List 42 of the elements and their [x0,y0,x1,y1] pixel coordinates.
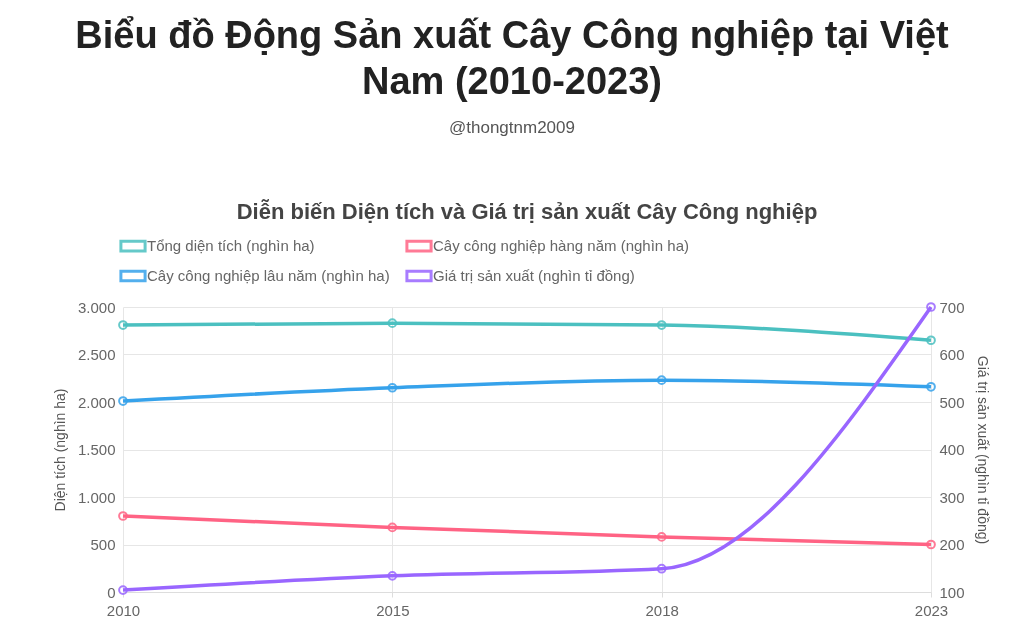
point [387,522,398,533]
point [926,335,936,346]
point [656,375,667,386]
x-tick-label: 2023 [914,601,949,619]
legend-label: Tổng diện tích (nghìn ha) [147,237,315,255]
y-tick-label: 2.000 [77,393,116,411]
legend-label: Cây công nghiệp hàng năm (nghìn ha) [433,237,690,255]
y-tick-label: 500 [90,536,116,553]
point [118,320,128,330]
y2-axis-title: Giá trị sản xuất (nghìn tỉ đồng) [974,355,991,545]
y-tick-label: 1.000 [77,488,116,506]
point [926,381,936,392]
y2-tick-label: 600 [939,346,965,363]
point [656,563,667,574]
y-tick-label: 2.500 [77,346,116,363]
chart-subtitle: Diễn biến Diện tích và Giá trị sản xuất Cây Công nghiệp [236,199,818,224]
x-tick-label: 2015 [376,601,410,619]
text: @thongtnm2009 [448,118,576,138]
point [656,532,667,542]
point [387,570,398,581]
y2-tick-label: 100 [939,583,965,601]
point [926,302,936,312]
point [926,539,936,550]
y2-tick-label: 700 [939,298,965,316]
legend-label: Giá trị sản xuất (nghìn tỉ đồng) [433,267,635,284]
y2-tick-label: 200 [939,536,965,553]
point [656,320,667,330]
point [118,396,128,406]
chart-title: Biểu đồ Động Sản xuất Cây Công nghiệp tại Việt Nam (2010-2023) [74,13,950,104]
point [387,318,398,329]
point [387,382,398,393]
x-tick-label: 2010 [106,601,141,619]
y2-tick-label: 300 [939,488,965,506]
point [118,511,128,521]
y-tick-label: 3.000 [77,298,116,316]
y-tick-label: 0 [107,583,116,601]
legend-label: Cây công nghiệp lâu năm (nghìn ha) [147,267,390,284]
x-tick-label: 2018 [645,601,679,619]
y-axis-title: Diện tích (nghìn ha) [51,388,68,512]
y-tick-label: 1.500 [77,441,116,458]
y2-tick-label: 500 [939,393,965,411]
y2-tick-label: 400 [939,441,965,458]
